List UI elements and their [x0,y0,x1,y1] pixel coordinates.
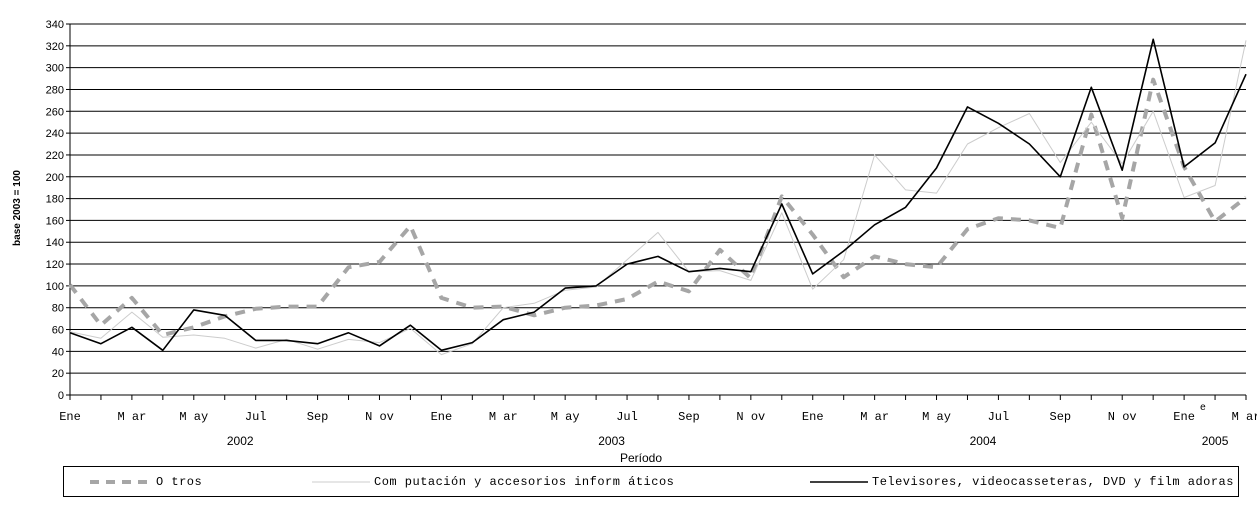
legend-swatch-thin [312,481,370,482]
x-tick-label-34: N ov [1108,410,1137,424]
x-tick-label-20: Sep [678,410,700,424]
y-axis-label: base 2003 = 100 [12,170,23,246]
x-tick-label-2: M ar [117,410,146,424]
year-label-2005: 2005 [1202,434,1229,448]
y-tick-label-260: 260 [46,106,64,118]
x-tick-label-24: Ene [802,410,824,424]
series-lines [68,38,1248,356]
x-tick-label-32: Sep [1050,410,1072,424]
series-line-1 [69,40,1247,356]
x-tick-label-30: Jul [988,410,1010,424]
x-axis-label: Período [620,451,662,465]
y-tick-label-180: 180 [46,194,64,206]
x-tick-label-10: N ov [365,410,394,424]
x-tick-label-36: Ene [1173,410,1195,424]
y-tick-label-320: 320 [46,41,64,53]
series-line-0 [68,77,1248,337]
y-tick-label-240: 240 [46,128,64,140]
year-label-2004: 2004 [970,434,997,448]
x-tick-label-22: N ov [736,410,765,424]
y-tick-label-60: 60 [52,325,64,337]
x-tick-superscript-36: e [1200,402,1206,413]
x-tick-label-16: M ay [551,410,580,424]
legend-item-televisores: Televisores, videocasseteras, DVD y film… [810,467,1234,496]
y-tick-label-340: 340 [46,19,64,31]
y-tick-label-0: 0 [58,390,64,402]
x-tick-label-6: Jul [245,410,267,424]
y-tick-label-80: 80 [52,303,64,315]
y-tick-label-140: 140 [46,237,64,249]
x-tick-label-12: Ene [431,410,453,424]
y-tick-label-280: 280 [46,84,64,96]
legend-item-otros: O tros [88,467,202,496]
y-tick-label-100: 100 [46,281,64,293]
x-tick-label-26: M ar [860,410,889,424]
x-tick-label-28: M ay [922,410,951,424]
y-tick-label-20: 20 [52,368,64,380]
tick-labels: 0 20 40 60 80 100 120 140 160 180 200 220 240 260 280 3… [46,19,1257,448]
y-tick-label-120: 120 [46,259,64,271]
y-tick-label-300: 300 [46,63,64,75]
legend-label-otros: O tros [156,474,203,489]
legend-label-televisores: Televisores, videocasseteras, DVD y film… [872,474,1234,489]
year-label-2002: 2002 [227,434,254,448]
y-tick-label-220: 220 [46,150,64,162]
y-tick-label-200: 200 [46,172,64,184]
legend-swatch-solid [810,480,868,483]
legend-item-computacion: Com putación y accesorios inform áticos [312,467,674,496]
gridlines [70,23,1246,374]
legend-label-computacion: Com putación y accesorios inform áticos [374,474,675,489]
x-tick-label-4: M ay [179,410,208,424]
series-line-2 [69,38,1247,352]
y-tick-label-40: 40 [52,346,64,358]
legend-swatch-dashed [90,479,150,484]
x-tick-label-18: Jul [616,410,638,424]
x-tick-label-38: M ar [1232,410,1257,424]
legend: O tros Com putación y accesorios inform … [63,466,1239,497]
x-tick-label-14: M ar [489,410,518,424]
year-label-2003: 2003 [598,434,625,448]
y-tick-label-160: 160 [46,215,64,227]
x-tick-label-8: Sep [307,410,329,424]
x-tick-label-0: Ene [59,410,81,424]
